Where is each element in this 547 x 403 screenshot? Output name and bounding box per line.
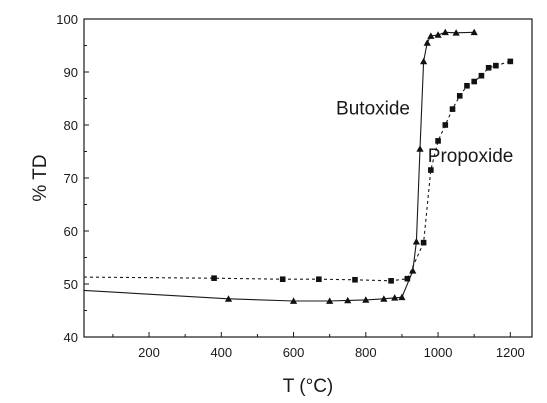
data-point-butoxide (224, 295, 233, 302)
y-axis-title: % TD (30, 154, 51, 201)
x-axis-title: T (°C) (283, 376, 334, 397)
y-tick-label: 100 (56, 12, 78, 27)
data-point-butoxide (398, 293, 406, 301)
x-tick-label: 800 (355, 345, 377, 360)
series-layer (83, 28, 514, 304)
data-point-propoxide (478, 72, 485, 79)
series-line-propoxide (83, 60, 511, 282)
y-tick-label: 40 (64, 330, 78, 345)
y-tick-label: 60 (64, 224, 78, 239)
data-point-propoxide (456, 93, 463, 99)
data-point-butoxide (434, 31, 442, 38)
data-point-propoxide (279, 276, 286, 283)
data-point-butoxide (412, 238, 420, 245)
data-point-propoxide (316, 276, 322, 283)
y-tick-label: 50 (64, 277, 78, 292)
data-point-propoxide (493, 62, 499, 69)
data-point-butoxide (380, 295, 388, 302)
x-tick-label: 1000 (424, 345, 453, 360)
labels-layer: T (°C) % TD Butoxide Propoxide (30, 98, 513, 397)
y-tick-label: 70 (64, 171, 78, 186)
axes: 200 400 600 800 1000 1200 40 50 60 70 80 90 100 (56, 12, 533, 360)
data-point-propoxide (420, 239, 427, 246)
data-point-butoxide (416, 145, 424, 152)
data-point-propoxide (388, 278, 394, 284)
x-tick-label: 600 (283, 345, 305, 360)
series-butoxide (83, 28, 478, 304)
data-point-propoxide (449, 106, 456, 112)
data-point-butoxide (344, 296, 352, 304)
data-point-propoxide (428, 167, 434, 173)
y-tick-label: 80 (64, 118, 78, 133)
data-point-propoxide (471, 78, 477, 85)
data-point-propoxide (404, 275, 411, 282)
data-point-propoxide (464, 82, 470, 89)
x-tick-label: 200 (138, 345, 160, 360)
data-point-propoxide (485, 64, 492, 71)
series-annotation: Propoxide (428, 146, 514, 167)
data-point-butoxide (391, 294, 399, 301)
data-point-propoxide (352, 276, 358, 283)
data-point-butoxide (427, 32, 435, 39)
data-point-propoxide (507, 58, 514, 65)
data-point-butoxide (289, 297, 298, 304)
y-tick-label: 90 (64, 65, 78, 80)
data-point-butoxide (441, 28, 449, 36)
x-tick-label: 400 (210, 345, 232, 360)
data-point-butoxide (470, 28, 478, 36)
data-point-propoxide (211, 275, 217, 281)
data-point-butoxide (452, 29, 460, 36)
data-point-butoxide (362, 296, 370, 303)
data-point-propoxide (435, 138, 441, 144)
data-point-butoxide (423, 39, 431, 46)
plot-frame (83, 18, 533, 338)
data-point-butoxide (420, 57, 428, 65)
data-point-propoxide (442, 122, 449, 128)
series-annotation: Butoxide (336, 98, 410, 119)
series-propoxide (83, 58, 514, 284)
data-point-butoxide (326, 297, 334, 304)
x-tick-label: 1200 (496, 345, 525, 360)
